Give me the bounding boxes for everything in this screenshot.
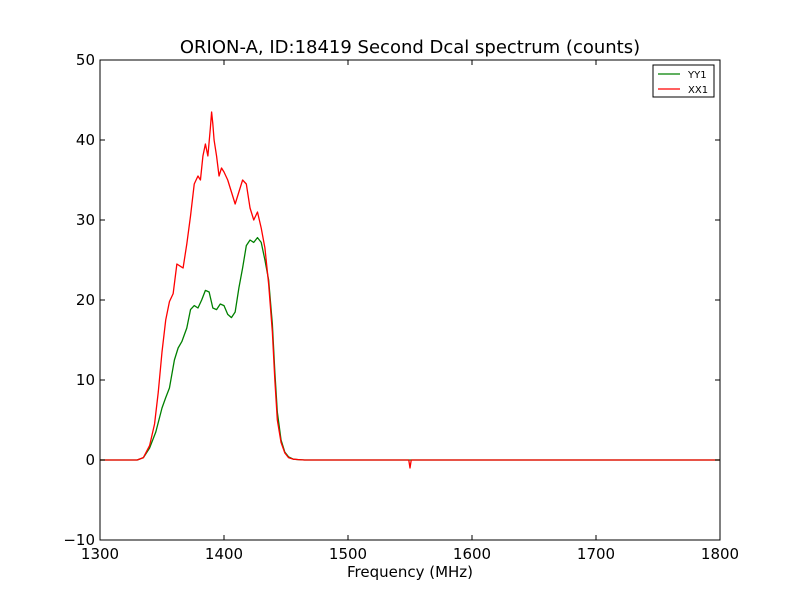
plot-frame	[99, 59, 721, 541]
y-tick-label: −10	[63, 531, 95, 549]
x-tick-label: 1300	[81, 545, 119, 563]
x-tick-label: 1500	[329, 545, 367, 563]
y-tick-label: 50	[76, 51, 95, 69]
legend-label-xx1: XX1	[688, 85, 708, 96]
y-tick-label: 20	[76, 291, 95, 309]
series-line-xx1	[100, 111, 720, 469]
y-tick-label: 0	[85, 451, 95, 469]
chart-title: ORION-A, ID:18419 Second Dcal spectrum (…	[180, 37, 640, 58]
x-tick-label: 1400	[205, 545, 243, 563]
legend-box	[652, 64, 715, 98]
x-tick-label: 1700	[577, 545, 615, 563]
series-layer	[100, 111, 720, 469]
legend: YY1 XX1	[652, 64, 715, 98]
y-tick-label: 30	[76, 211, 95, 229]
x-axis-label: Frequency (MHz)	[347, 563, 473, 581]
tick-layer: 1300 1400 1500 1600 1700 1800 −10 0 10 20 30 40 50	[63, 51, 739, 563]
legend-label-yy1: YY1	[687, 70, 707, 81]
y-tick-label: 10	[76, 371, 95, 389]
x-tick-label: 1600	[453, 545, 491, 563]
x-tick-label: 1800	[701, 545, 739, 563]
y-tick-label: 40	[76, 131, 95, 149]
